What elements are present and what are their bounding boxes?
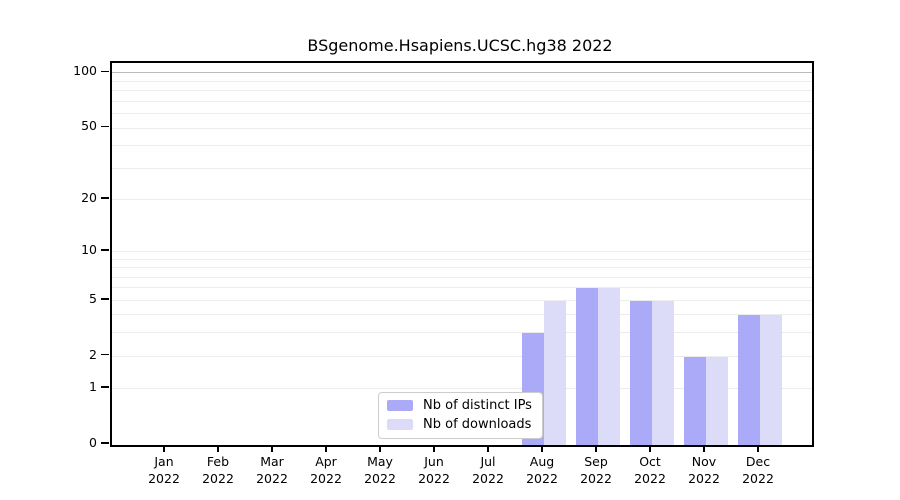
- bar-distinct-ips-dec: [738, 315, 760, 445]
- gridline-8: [112, 267, 812, 269]
- gridline-80: [112, 90, 812, 92]
- gridline-5: [112, 299, 812, 301]
- y-tick-20: [101, 197, 109, 199]
- y-tick-1: [101, 386, 109, 388]
- y-tick-100: [101, 70, 109, 73]
- x-tick-label-nov: Nov 2022: [688, 454, 720, 486]
- x-tick-label-dec: Dec 2022: [742, 454, 774, 486]
- bar-distinct-ips-nov: [684, 356, 706, 445]
- gridline-40: [112, 145, 812, 147]
- y-tick-label-2: 2: [89, 346, 97, 362]
- x-tick-may: [379, 445, 381, 452]
- x-tick-nov: [703, 445, 705, 452]
- bar-downloads-nov: [706, 356, 728, 445]
- x-tick-label-oct: Oct 2022: [634, 454, 666, 486]
- gridline-6: [112, 287, 812, 289]
- gridline-50: [112, 127, 812, 129]
- x-tick-jul: [487, 445, 489, 452]
- y-tick-50: [101, 125, 109, 128]
- x-tick-label-apr: Apr 2022: [310, 454, 342, 486]
- gridline-9: [112, 258, 812, 260]
- legend-label-distinct-ips: Nb of distinct IPs: [423, 398, 532, 413]
- x-tick-jan: [163, 445, 165, 452]
- y-tick-label-0: 0: [89, 435, 97, 450]
- y-tick-label-1: 1: [89, 379, 97, 395]
- gridline-4: [112, 314, 812, 316]
- y-tick-0: [101, 442, 109, 444]
- gridline-3: [112, 332, 812, 334]
- gridline-100: [112, 72, 812, 74]
- bar-downloads-dec: [760, 315, 782, 445]
- legend-entry-downloads: Nb of downloads: [387, 417, 532, 432]
- legend: Nb of distinct IPs Nb of downloads: [378, 392, 543, 439]
- chart-title: BSgenome.Hsapiens.UCSC.hg38 2022: [307, 36, 613, 55]
- gridline-30: [112, 167, 812, 169]
- x-tick-mar: [271, 445, 273, 452]
- y-tick-label-100: 100: [73, 63, 97, 79]
- x-tick-apr: [325, 445, 327, 452]
- bar-distinct-ips-sep: [576, 288, 598, 445]
- y-tick-label-50: 50: [81, 118, 97, 134]
- bar-downloads-oct: [652, 300, 674, 445]
- x-tick-label-jun: Jun 2022: [418, 454, 450, 486]
- x-tick-label-jul: Jul 2022: [472, 454, 504, 486]
- gridline-20: [112, 198, 812, 200]
- y-tick-2: [101, 353, 109, 356]
- gridline-60: [112, 113, 812, 115]
- x-tick-aug: [541, 445, 543, 452]
- gridline-90: [112, 80, 812, 82]
- plot-area: [110, 61, 814, 447]
- bar-downloads-sep: [598, 288, 620, 445]
- x-tick-label-feb: Feb 2022: [202, 454, 234, 486]
- x-tick-label-mar: Mar 2022: [256, 454, 288, 486]
- y-tick-10: [101, 249, 109, 251]
- y-tick-5: [101, 298, 109, 300]
- x-tick-oct: [649, 445, 651, 452]
- y-tick-label-10: 10: [81, 241, 97, 257]
- gridline-1: [112, 388, 812, 390]
- legend-swatch-distinct-ips: [387, 400, 413, 411]
- x-tick-jun: [433, 445, 435, 452]
- bar-downloads-aug: [544, 300, 566, 445]
- x-tick-feb: [217, 445, 219, 452]
- bar-distinct-ips-oct: [630, 300, 652, 445]
- x-tick-label-may: May 2022: [364, 454, 396, 486]
- legend-entry-distinct-ips: Nb of distinct IPs: [387, 398, 532, 413]
- legend-swatch-downloads: [387, 419, 413, 430]
- legend-label-downloads: Nb of downloads: [423, 417, 532, 432]
- gridline-70: [112, 100, 812, 102]
- y-tick-label-5: 5: [89, 290, 97, 306]
- x-tick-dec: [757, 445, 759, 452]
- y-tick-label-20: 20: [81, 189, 97, 205]
- gridline-2: [112, 355, 812, 357]
- x-tick-sep: [595, 445, 597, 452]
- x-tick-label-sep: Sep 2022: [580, 454, 612, 486]
- x-tick-label-aug: Aug 2022: [526, 454, 558, 486]
- gridline-7: [112, 276, 812, 278]
- x-tick-label-jan: Jan 2022: [148, 454, 180, 486]
- gridline-10: [112, 250, 812, 252]
